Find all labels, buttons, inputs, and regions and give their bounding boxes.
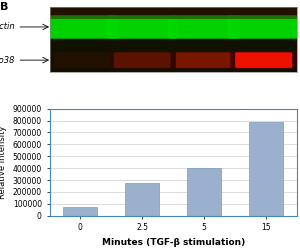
FancyBboxPatch shape: [230, 51, 297, 69]
Text: B: B: [0, 2, 8, 12]
FancyBboxPatch shape: [50, 16, 116, 38]
FancyBboxPatch shape: [111, 16, 173, 38]
FancyBboxPatch shape: [230, 16, 297, 38]
FancyBboxPatch shape: [233, 16, 295, 38]
Bar: [125, 183, 159, 216]
FancyBboxPatch shape: [50, 51, 116, 69]
FancyBboxPatch shape: [235, 52, 292, 68]
FancyBboxPatch shape: [171, 51, 238, 69]
FancyBboxPatch shape: [173, 16, 235, 38]
FancyBboxPatch shape: [114, 52, 171, 68]
FancyBboxPatch shape: [55, 52, 111, 68]
Bar: [63, 207, 98, 216]
Bar: [187, 168, 221, 216]
Text: actin: actin: [0, 23, 15, 31]
FancyBboxPatch shape: [106, 15, 178, 39]
FancyBboxPatch shape: [168, 15, 240, 39]
FancyBboxPatch shape: [47, 15, 119, 39]
FancyBboxPatch shape: [228, 15, 299, 39]
Bar: [249, 122, 283, 216]
FancyBboxPatch shape: [176, 52, 233, 68]
FancyBboxPatch shape: [109, 16, 176, 38]
Text: pp38: pp38: [0, 56, 15, 65]
X-axis label: Minutes (TGF-β stimulation): Minutes (TGF-β stimulation): [102, 238, 245, 247]
FancyBboxPatch shape: [109, 51, 176, 69]
Y-axis label: Relative intensity: Relative intensity: [0, 125, 7, 199]
FancyBboxPatch shape: [171, 16, 238, 38]
FancyBboxPatch shape: [52, 16, 114, 38]
Bar: [50, 7, 297, 19]
